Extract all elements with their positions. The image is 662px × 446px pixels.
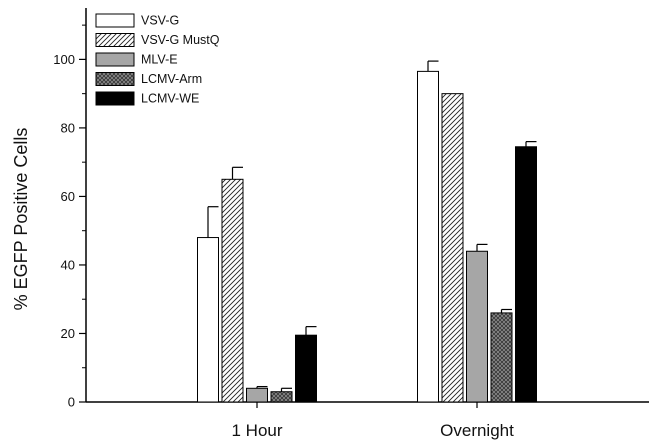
y-axis-title: % EGFP Positive Cells <box>11 128 31 311</box>
y-tick-label: 40 <box>61 257 75 272</box>
legend-swatch <box>95 13 135 28</box>
bar-lcmv-arm-1-hour <box>270 391 293 403</box>
bar-vsv-g-1-hour <box>197 237 219 403</box>
bar-vsv-g-mustq-overnight <box>441 93 464 403</box>
bar-mlv-e-overnight <box>466 250 488 403</box>
legend-swatch <box>95 52 135 67</box>
y-tick-label: 80 <box>61 120 75 135</box>
legend-label: VSV-G <box>141 14 179 28</box>
legend-swatch <box>95 72 135 86</box>
x-tick-label: Overnight <box>440 421 514 440</box>
legend-label: LCMV-Arm <box>141 72 202 86</box>
legend-label: MLV-E <box>141 53 178 67</box>
bar-vsv-g-overnight <box>417 70 439 403</box>
error-bars <box>207 60 537 392</box>
y-tick-label: 100 <box>53 52 75 67</box>
y-tick-label: 0 <box>68 395 75 410</box>
bar-lcmv-we-overnight <box>515 146 537 403</box>
legend-label: VSV-G MustQ <box>141 33 220 47</box>
x-axis: 1 Hour Overnight <box>86 401 649 440</box>
bar-mlv-e-1-hour <box>246 387 268 403</box>
bar-lcmv-arm-overnight <box>490 312 513 403</box>
legend-swatch <box>95 91 135 106</box>
y-tick-label: 20 <box>61 326 75 341</box>
y-tick-label: 60 <box>61 189 75 204</box>
bar-lcmv-we-1-hour <box>295 334 317 403</box>
bar-series <box>197 70 537 403</box>
y-axis: 0 20 40 60 80 100 <box>53 8 87 410</box>
legend: VSV-G VSV-G MustQ MLV-E LCMV-Arm LCMV-WE <box>95 13 220 106</box>
legend-swatch <box>95 33 135 47</box>
bar-vsv-g-mustq-1-hour <box>221 178 244 403</box>
legend-label: LCMV-WE <box>141 92 199 106</box>
x-tick-label: 1 Hour <box>231 421 282 440</box>
